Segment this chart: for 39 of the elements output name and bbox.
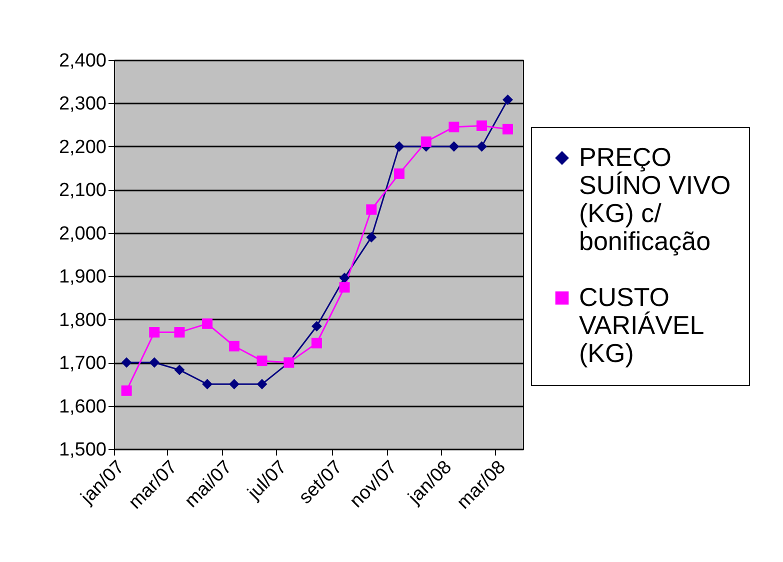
y-tick-label: 2,100 — [58, 180, 106, 202]
point — [149, 327, 160, 338]
point — [311, 338, 322, 348]
y-tick-label: 2,300 — [58, 94, 106, 115]
point — [420, 136, 432, 147]
point — [202, 318, 213, 329]
point — [174, 364, 185, 376]
point — [256, 356, 268, 366]
y-tick-label: 1,700 — [58, 353, 106, 374]
point — [394, 168, 404, 179]
point — [228, 378, 240, 390]
point — [339, 272, 350, 284]
point — [366, 232, 377, 242]
point — [174, 327, 185, 338]
legend-label: CUSTO VARIÁVEL (KG) — [579, 282, 704, 368]
point — [202, 378, 213, 390]
point — [502, 124, 513, 134]
point — [121, 385, 132, 396]
point — [394, 141, 404, 152]
y-tick-label: 1,800 — [58, 310, 106, 331]
point — [476, 141, 487, 152]
point — [256, 378, 268, 390]
y-tick-label: 2,200 — [58, 136, 106, 158]
y-tick-label: 2,400 — [58, 50, 106, 72]
point — [228, 340, 240, 352]
point — [502, 94, 513, 106]
y-tick-label: 2,000 — [58, 223, 106, 244]
point — [121, 357, 132, 368]
point — [339, 282, 350, 293]
point — [448, 141, 460, 152]
point — [366, 204, 377, 215]
y-tick-label: 1,500 — [58, 440, 106, 460]
point — [149, 357, 160, 368]
point — [448, 122, 460, 132]
point — [311, 321, 322, 332]
point — [476, 120, 487, 131]
y-tick-label: 1,600 — [58, 396, 106, 418]
legend-label: PREÇO SUÍNO VIVO (KG) c/ bonificação — [579, 142, 731, 256]
y-tick-label: 1,900 — [58, 266, 106, 288]
